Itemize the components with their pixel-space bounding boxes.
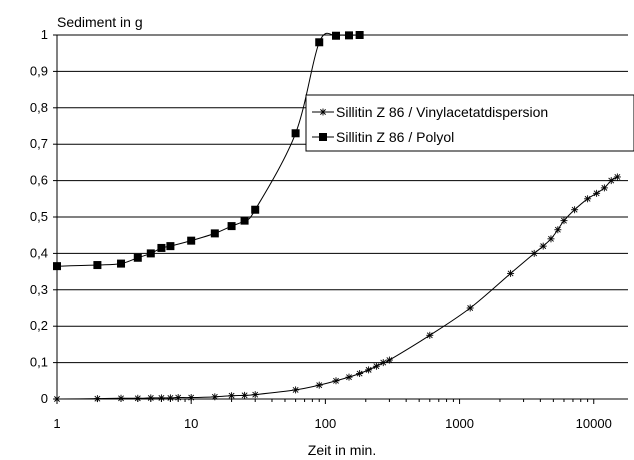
data-point <box>133 253 142 262</box>
grid-lines <box>57 34 628 364</box>
y-tick-label: 0,1 <box>30 355 48 370</box>
y-tick-label: 0,6 <box>30 173 48 188</box>
data-point <box>372 362 380 370</box>
x-tick-label: 100 <box>315 416 337 431</box>
data-point <box>174 394 182 402</box>
data-point <box>345 373 353 381</box>
data-point <box>93 261 102 270</box>
series-2 <box>53 31 364 271</box>
data-point <box>157 243 166 252</box>
data-point <box>147 394 155 402</box>
series-1 <box>53 173 621 403</box>
data-point <box>117 394 125 402</box>
series <box>53 31 621 403</box>
data-point <box>292 386 300 394</box>
axes <box>53 34 628 404</box>
data-point <box>315 38 324 47</box>
data-point <box>53 262 61 271</box>
data-point <box>166 242 175 251</box>
data-point <box>117 259 126 268</box>
data-point <box>240 216 249 225</box>
data-point <box>187 394 195 402</box>
y-tick-label: 0,4 <box>30 245 48 260</box>
data-point <box>53 395 61 403</box>
legend-star <box>319 108 327 116</box>
data-point <box>356 370 364 378</box>
data-point <box>331 31 340 40</box>
x-axis-title: Zeit in min. <box>308 442 376 458</box>
data-point <box>345 31 354 40</box>
data-point <box>166 394 174 402</box>
data-point <box>547 235 555 243</box>
y-tick-label: 1 <box>41 27 48 42</box>
legend-entry-2: Sillitin Z 86 / Polyol <box>312 129 454 145</box>
data-point <box>607 177 615 185</box>
y-tick-label: 0,8 <box>30 100 48 115</box>
data-point <box>291 129 300 138</box>
legend-label-1: Sillitin Z 86 / Vinylacetatdispersion <box>336 104 548 120</box>
y-tick-label: 0,3 <box>30 282 48 297</box>
data-point <box>146 249 155 258</box>
data-point <box>93 395 101 403</box>
legend: Sillitin Z 86 / Vinylacetatdispersion Si… <box>305 94 634 152</box>
data-point <box>507 269 515 277</box>
data-point <box>584 195 592 203</box>
legend-marker-star <box>319 108 327 116</box>
legend-box <box>305 94 634 152</box>
tick-labels: 0 0,1 0,2 0,3 0,4 0,5 0,6 0,7 0,8 0,9 1 1 10 100 1000 1… <box>30 27 612 431</box>
data-point <box>210 229 219 238</box>
data-point <box>187 236 196 245</box>
data-point <box>426 331 434 339</box>
data-point <box>157 394 165 402</box>
data-point <box>593 189 601 197</box>
legend-marker-square <box>319 133 327 141</box>
y-tick-label: 0,5 <box>30 209 48 224</box>
x-tick-label: 10000 <box>576 416 612 431</box>
data-point <box>530 249 538 257</box>
legend-entry-1: Sillitin Z 86 / Vinylacetatdispersion <box>312 104 548 120</box>
data-point <box>539 242 547 250</box>
x-tick-label: 1 <box>53 416 60 431</box>
data-point <box>211 393 219 401</box>
data-point <box>365 366 373 374</box>
data-point <box>228 392 236 400</box>
data-point <box>466 304 474 312</box>
legend-square <box>319 133 327 141</box>
data-point <box>385 356 393 364</box>
x-tick-label: 10 <box>184 416 198 431</box>
legend-label-2: Sillitin Z 86 / Polyol <box>336 129 454 145</box>
data-point <box>251 391 259 399</box>
data-point <box>355 31 364 39</box>
data-point <box>600 184 608 192</box>
data-point <box>315 381 323 389</box>
data-point <box>332 377 340 385</box>
data-point <box>560 217 568 225</box>
data-point <box>134 394 142 402</box>
data-point <box>379 359 387 367</box>
y-tick-label: 0,7 <box>30 136 48 151</box>
y-tick-label: 0,9 <box>30 63 48 78</box>
x-tick-label: 1000 <box>445 416 474 431</box>
y-tick-label: 0 <box>41 391 48 406</box>
data-point <box>251 205 260 214</box>
data-point <box>571 206 579 214</box>
data-point <box>241 391 249 399</box>
data-point <box>227 222 236 231</box>
y-tick-label: 0,2 <box>30 318 48 333</box>
data-point <box>554 226 562 234</box>
series-line-1 <box>56 176 618 400</box>
y-axis-title: Sediment in g <box>57 14 143 30</box>
data-point <box>613 173 621 181</box>
